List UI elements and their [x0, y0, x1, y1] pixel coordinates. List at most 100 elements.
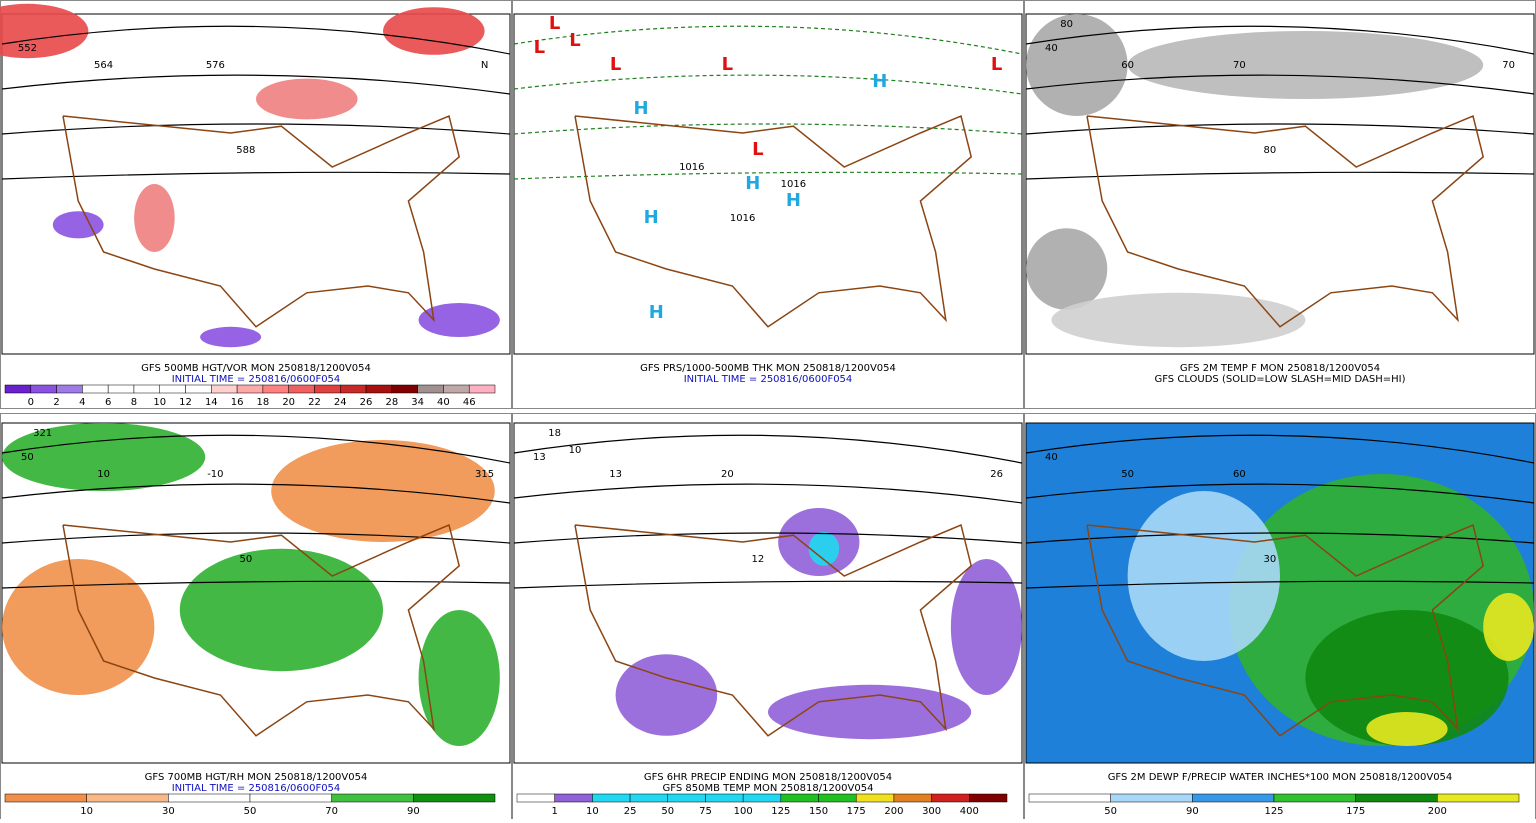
caption: INITIAL TIME = 250816/0600F054	[172, 374, 341, 385]
colorbar-label: 20	[282, 397, 295, 408]
map-shading	[418, 610, 500, 746]
map-label: H	[644, 207, 659, 228]
colorbar-swatch	[211, 384, 238, 394]
contour	[513, 25, 1023, 55]
contour	[1, 25, 511, 55]
map-label: 50	[21, 452, 34, 463]
map-label: 588	[236, 145, 255, 156]
colorbar-label: 175	[847, 806, 866, 817]
colorbar-swatch	[159, 384, 186, 394]
state-boundary	[1086, 114, 1485, 328]
map-shading	[1127, 491, 1281, 661]
contour	[513, 532, 1023, 544]
colorbar-label: 300	[922, 806, 941, 817]
colorbar-label: 50	[1104, 806, 1117, 817]
map-shading	[615, 654, 718, 736]
map-label: L	[722, 54, 733, 75]
colorbar-label: 50	[244, 806, 257, 817]
map-label: 60	[1121, 60, 1134, 71]
colorbar-label: 12	[179, 397, 192, 408]
panel: 40 50 60 30 GFS 2M DEWP F/PRECIP WATER INCHE…	[1024, 413, 1536, 822]
contour	[1025, 483, 1535, 504]
colorbar-swatch	[314, 384, 341, 394]
map-label: 10	[97, 469, 110, 480]
caption: GFS CLOUDS (SOLID=LOW SLASH=MID DASH=HI)	[1154, 374, 1405, 385]
map-shading	[1366, 712, 1448, 746]
colorbar-label: 0	[28, 397, 34, 408]
colorbar-swatch	[742, 793, 782, 803]
map-shading	[1127, 31, 1484, 99]
map-shading	[383, 7, 485, 55]
map-background	[513, 13, 1023, 355]
colorbar-label: 4	[79, 397, 85, 408]
colorbar-swatch	[1355, 793, 1438, 803]
colorbar-label: 100	[734, 806, 753, 817]
map-label: 30	[1263, 554, 1276, 565]
colorbar-label: 46	[463, 397, 476, 408]
colorbar-swatch	[855, 793, 895, 803]
contour	[1025, 532, 1535, 544]
panel: 40 60 70 80 70 80 GFS 2M TEMP F MON 250818/120…	[1024, 0, 1536, 409]
caption: INITIAL TIME = 250816/0600F054	[172, 783, 341, 794]
colorbar-swatch	[1437, 793, 1520, 803]
caption: GFS PRS/1000-500MB THK MON 250818/1200V0…	[640, 363, 896, 374]
map-shading	[1026, 228, 1108, 310]
colorbar-label: 90	[1186, 806, 1199, 817]
contour	[513, 434, 1023, 464]
colorbar-swatch	[30, 384, 57, 394]
map-label: 80	[1263, 145, 1276, 156]
colorbar-swatch	[413, 793, 496, 803]
caption: GFS 700MB HGT/RH MON 250818/1200V054	[145, 772, 368, 783]
panel: 13 13 20 12 26 18 10 GFS 6HR PRECIP ENDING MON …	[512, 413, 1024, 822]
colorbar-label: 200	[884, 806, 903, 817]
state-boundary	[62, 114, 461, 328]
contour	[1, 434, 511, 464]
state-boundary	[574, 114, 973, 328]
map-shading	[2, 423, 206, 491]
map-label: 70	[1233, 60, 1246, 71]
map-shading	[255, 78, 358, 120]
colorbar-swatch	[1028, 793, 1111, 803]
contour	[1025, 434, 1535, 464]
map-label: L	[549, 13, 560, 34]
map-shading	[0, 3, 89, 59]
map-shading	[418, 303, 500, 337]
map-label: L	[569, 30, 580, 51]
map-shading	[1305, 610, 1509, 746]
map-label: 1016	[781, 179, 806, 190]
map-label: 1016	[730, 213, 755, 224]
colorbar-label: 125	[1264, 806, 1283, 817]
contour	[1, 74, 511, 95]
map-label: H	[633, 98, 648, 119]
map-label: 50	[239, 554, 252, 565]
colorbar-swatch	[168, 793, 251, 803]
colorbar-swatch	[82, 384, 109, 394]
colorbar-label: 28	[385, 397, 398, 408]
map-label: 70	[1502, 60, 1515, 71]
colorbar-swatch	[629, 793, 669, 803]
colorbar-label: 10	[80, 806, 93, 817]
map-shading	[179, 548, 383, 672]
colorbar-label: 1	[552, 806, 558, 817]
colorbar-swatch	[236, 384, 264, 394]
contour	[1, 532, 511, 544]
colorbar-label: 2	[53, 397, 59, 408]
map-label: 12	[751, 554, 764, 565]
caption: INITIAL TIME = 250816/0600F054	[684, 374, 853, 385]
map-label: L	[610, 54, 621, 75]
colorbar-label: 10	[153, 397, 166, 408]
contour	[1, 483, 511, 504]
colorbar-label: 6	[105, 397, 111, 408]
contour	[1025, 74, 1535, 95]
map-label: H	[649, 302, 664, 323]
colorbar-swatch	[340, 384, 367, 394]
colorbar-label: 125	[771, 806, 790, 817]
colorbar-label: 14	[205, 397, 218, 408]
map-label: 576	[206, 60, 225, 71]
colorbar-label: 30	[162, 806, 175, 817]
map-label: 1016	[679, 162, 704, 173]
colorbar-label: 24	[334, 397, 347, 408]
colorbar-swatch	[365, 384, 393, 394]
